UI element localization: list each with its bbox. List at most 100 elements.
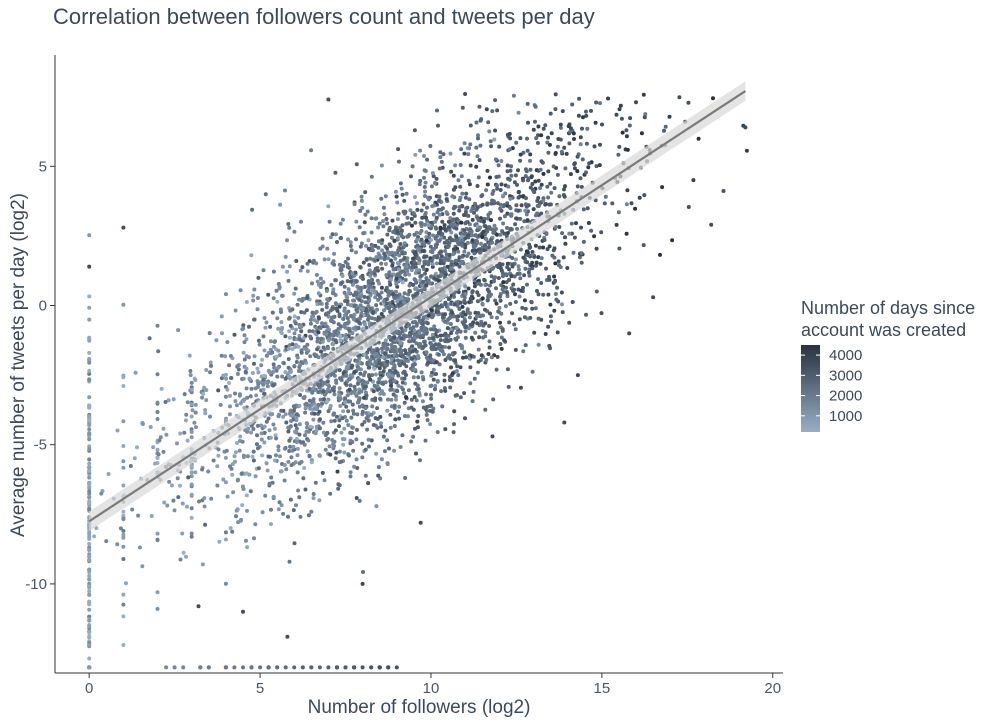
- data-point: [342, 426, 347, 431]
- data-point: [87, 475, 92, 480]
- data-point: [658, 252, 662, 257]
- data-point: [458, 395, 463, 400]
- data-point: [458, 231, 463, 236]
- data-point: [495, 354, 500, 359]
- data-point: [207, 331, 212, 336]
- data-point: [234, 514, 238, 519]
- data-point: [462, 298, 467, 303]
- data-point: [488, 311, 492, 316]
- data-point: [625, 188, 630, 193]
- data-point: [358, 303, 363, 308]
- data-point: [241, 323, 246, 328]
- data-point: [394, 281, 399, 286]
- data-point: [228, 354, 233, 358]
- data-point: [479, 241, 483, 246]
- data-point: [643, 112, 648, 117]
- data-point: [547, 274, 551, 279]
- data-point: [462, 350, 467, 355]
- data-point: [489, 218, 493, 223]
- data-point: [271, 296, 276, 301]
- data-point: [383, 345, 388, 350]
- data-point: [264, 461, 269, 466]
- data-point: [556, 259, 561, 264]
- data-point: [352, 665, 357, 670]
- data-point: [539, 281, 544, 285]
- data-point: [517, 267, 521, 272]
- data-point: [429, 307, 434, 312]
- data-point: [374, 504, 379, 509]
- data-point: [386, 305, 391, 310]
- data-point: [415, 383, 420, 388]
- data-point: [388, 244, 393, 248]
- data-point: [311, 399, 316, 404]
- data-point: [193, 402, 198, 407]
- data-point: [637, 195, 642, 200]
- data-point: [561, 255, 566, 260]
- data-point: [500, 271, 505, 275]
- data-point: [387, 228, 392, 233]
- data-point: [378, 370, 383, 375]
- data-point: [436, 230, 441, 235]
- data-point: [320, 470, 325, 475]
- data-point: [363, 447, 368, 452]
- data-point: [216, 388, 221, 393]
- data-point: [354, 307, 359, 312]
- data-point: [564, 151, 569, 156]
- data-point: [339, 324, 343, 329]
- data-point: [548, 302, 553, 307]
- data-point: [121, 419, 126, 424]
- data-point: [294, 327, 298, 332]
- data-point: [594, 246, 599, 251]
- data-point: [427, 404, 432, 409]
- data-point: [87, 630, 92, 635]
- data-point: [508, 227, 513, 232]
- data-point: [469, 335, 474, 340]
- data-point: [437, 166, 442, 171]
- data-point: [175, 441, 179, 446]
- data-point: [402, 369, 407, 374]
- data-point: [521, 255, 526, 260]
- data-point: [393, 189, 398, 194]
- data-point: [436, 198, 441, 203]
- data-point: [297, 432, 302, 437]
- data-point: [297, 368, 302, 373]
- data-point: [382, 251, 387, 256]
- data-point: [415, 419, 420, 424]
- data-point: [518, 216, 523, 221]
- data-point: [332, 373, 337, 378]
- data-point: [460, 204, 465, 209]
- data-point: [547, 142, 552, 147]
- data-point: [149, 514, 154, 518]
- data-point: [402, 376, 407, 381]
- data-point: [553, 292, 558, 296]
- data-point: [252, 536, 256, 541]
- data-point: [458, 365, 463, 370]
- data-point: [87, 507, 92, 512]
- data-point: [448, 322, 453, 326]
- data-point: [501, 221, 506, 226]
- data-point: [536, 316, 541, 321]
- data-point: [505, 163, 510, 168]
- data-point: [530, 306, 535, 311]
- data-point: [451, 252, 456, 257]
- data-point: [662, 128, 666, 133]
- data-point: [510, 264, 515, 269]
- data-point: [547, 343, 552, 348]
- data-point: [411, 434, 416, 439]
- data-point: [338, 334, 343, 339]
- data-point: [140, 564, 145, 569]
- data-point: [87, 495, 92, 500]
- data-point: [318, 417, 322, 422]
- data-point: [350, 271, 355, 276]
- data-point: [391, 267, 396, 272]
- data-point: [428, 353, 433, 358]
- data-point: [377, 376, 382, 381]
- data-point: [378, 414, 383, 419]
- y-tick-label: -10: [25, 576, 47, 593]
- data-point: [402, 333, 406, 338]
- data-point: [559, 290, 564, 295]
- data-point: [310, 281, 314, 286]
- data-point: [87, 461, 92, 466]
- data-point: [345, 393, 350, 398]
- data-point: [474, 314, 479, 319]
